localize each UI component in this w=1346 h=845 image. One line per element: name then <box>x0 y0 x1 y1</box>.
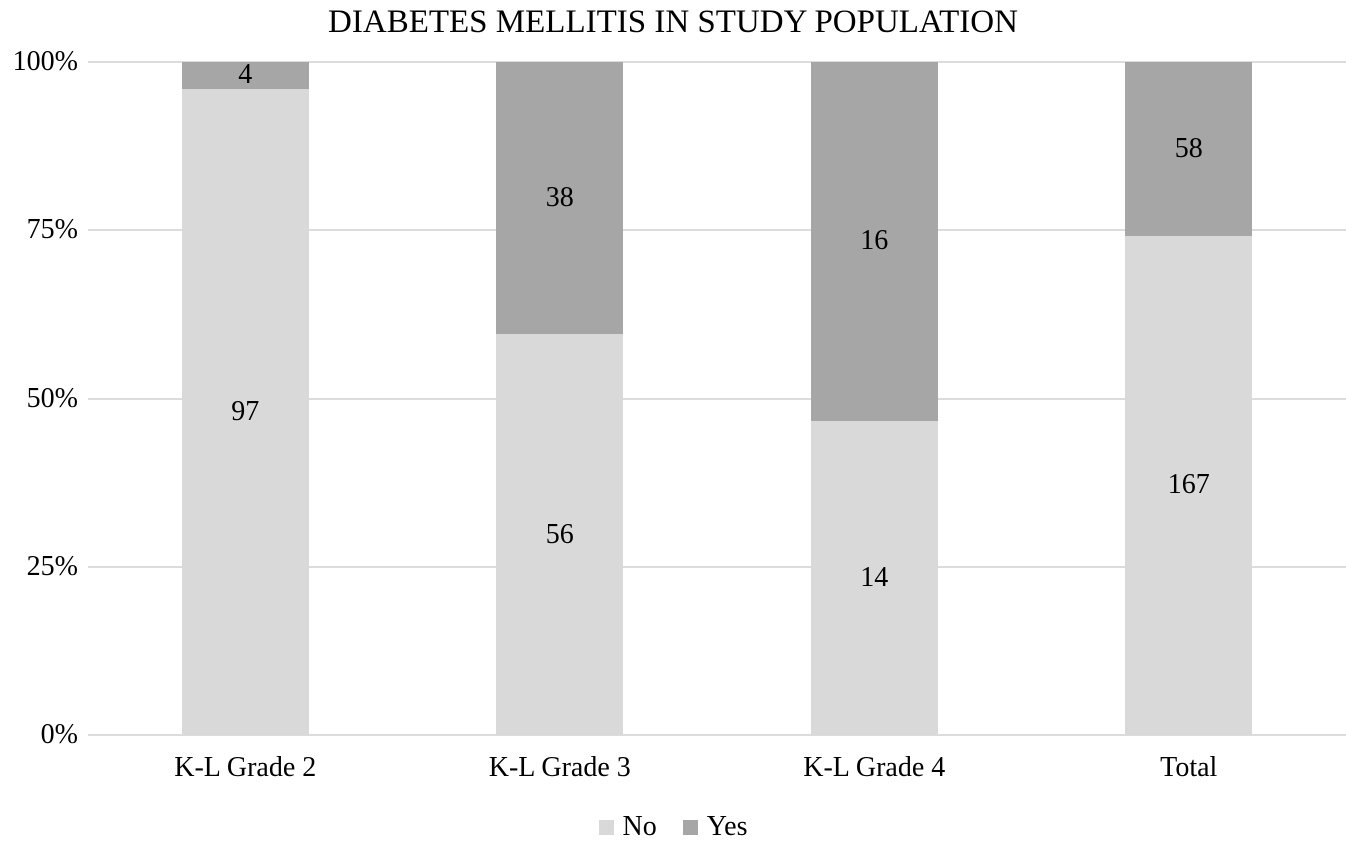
data-label: 14 <box>860 561 889 593</box>
bar-segment-no: 56 <box>496 334 624 735</box>
chart-title: DIABETES MELLITIS IN STUDY POPULATION <box>328 4 1018 40</box>
bar-segment-yes: 16 <box>810 62 938 421</box>
x-axis-label: K-L Grade 3 <box>488 752 631 783</box>
data-label: 97 <box>231 395 260 427</box>
bar-segment-no: 97 <box>181 88 309 735</box>
y-axis: 0% 25% 50% 75% 100% <box>0 46 78 750</box>
data-label: 16 <box>860 225 889 257</box>
stacked-bar-k-l-grade-2: 97 4 <box>181 59 309 735</box>
gridline <box>88 565 1346 568</box>
legend-item-no: No <box>598 811 657 843</box>
bar-segment-yes: 38 <box>496 62 624 335</box>
data-label: 4 <box>238 59 253 91</box>
x-axis-label: K-L Grade 2 <box>174 752 317 783</box>
y-tick-label: 100% <box>12 46 78 77</box>
legend-label: No <box>622 811 657 842</box>
stacked-bar-k-l-grade-3: 56 38 <box>496 62 624 735</box>
y-tick-label: 0% <box>40 719 78 750</box>
gridline <box>88 61 1346 63</box>
stacked-bar-total: 167 58 <box>1125 62 1253 735</box>
bar-segment-no: 167 <box>1125 235 1253 735</box>
legend: No Yes <box>0 811 1346 843</box>
x-axis: K-L Grade 2 K-L Grade 3 K-L Grade 4 Total <box>88 751 1346 785</box>
x-axis-label: K-L Grade 4 <box>803 752 946 783</box>
data-label: 56 <box>545 518 574 550</box>
data-label: 38 <box>545 182 574 214</box>
legend-item-yes: Yes <box>682 811 748 843</box>
gridline <box>88 397 1346 400</box>
stacked-bar-k-l-grade-4: 14 16 <box>810 62 938 735</box>
plot-area: 97 4 56 38 14 16 167 58 <box>88 59 1346 736</box>
gridline <box>88 229 1346 232</box>
legend-swatch-icon <box>682 819 698 835</box>
legend-label: Yes <box>706 811 748 842</box>
data-label: 167 <box>1167 469 1210 501</box>
legend-swatch-icon <box>598 819 614 835</box>
bar-segment-yes: 58 <box>1125 62 1253 236</box>
y-tick-label: 75% <box>26 214 78 246</box>
data-label: 58 <box>1174 132 1203 164</box>
bar-segment-no: 14 <box>810 420 938 735</box>
y-tick-label: 25% <box>26 550 78 582</box>
x-axis-label: Total <box>1160 752 1218 783</box>
y-tick-label: 50% <box>26 382 78 414</box>
bar-segment-yes: 4 <box>181 59 309 91</box>
gridline <box>88 734 1346 736</box>
